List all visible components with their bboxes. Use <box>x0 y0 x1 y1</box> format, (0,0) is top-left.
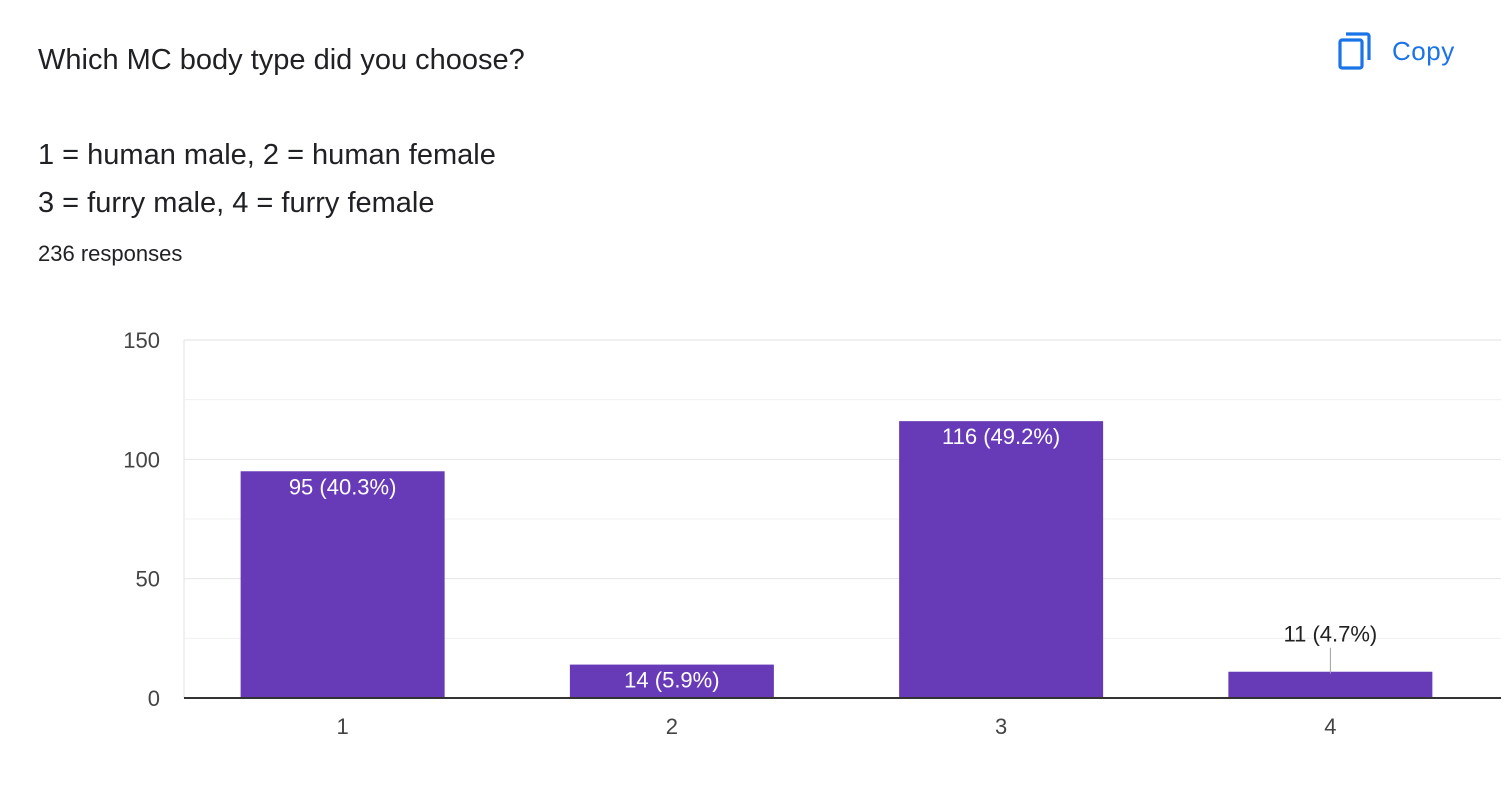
bar-3 <box>899 421 1104 698</box>
y-tick-label: 0 <box>148 686 160 711</box>
y-tick-label: 100 <box>123 447 160 472</box>
y-tick-label: 150 <box>123 328 160 353</box>
bar-1 <box>240 471 445 698</box>
x-tick-label: 2 <box>666 714 678 739</box>
question-description-line-1: 1 = human male, 2 = human female <box>38 139 496 171</box>
x-tick-label: 1 <box>337 714 349 739</box>
y-tick-label: 50 <box>136 567 160 592</box>
x-tick-label: 3 <box>995 714 1007 739</box>
copy-button-label: Copy <box>1392 35 1455 66</box>
data-label: 95 (40.3%) <box>289 474 397 499</box>
bar-4 <box>1228 671 1433 698</box>
copy-icon <box>1338 32 1371 70</box>
response-count: 236 responses <box>38 241 183 266</box>
bar-chart: 0 50 100 150 95 (40.3%) 1 14 (5.9%) 2 116 (49.2%… <box>123 328 1501 739</box>
question-description-line-2: 3 = furry male, 4 = furry female <box>38 187 435 219</box>
x-tick-label: 4 <box>1324 714 1336 739</box>
question-spacer <box>38 84 1238 131</box>
question-header: Which MC body type did you choose? 1 = h… <box>38 36 1238 227</box>
copy-button[interactable]: Copy <box>1336 28 1455 74</box>
bar-2 <box>569 664 774 698</box>
data-label: 14 (5.9%) <box>624 668 719 693</box>
question-title: Which MC body type did you choose? <box>38 44 525 76</box>
data-label: 11 (4.7%) <box>1284 622 1378 647</box>
data-label: 116 (49.2%) <box>942 424 1060 449</box>
